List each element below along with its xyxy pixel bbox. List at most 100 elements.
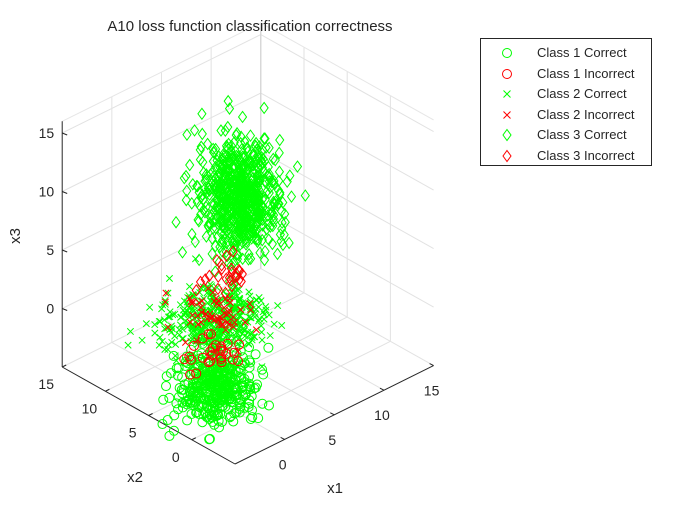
data-point xyxy=(224,363,235,374)
data-point xyxy=(166,308,174,316)
data-point xyxy=(246,300,254,308)
data-point xyxy=(216,357,227,368)
data-point xyxy=(203,329,214,340)
data-point xyxy=(275,187,285,201)
data-point xyxy=(177,245,188,259)
data-point xyxy=(218,321,226,329)
grid-line xyxy=(260,209,434,308)
data-point xyxy=(138,336,146,344)
data-point xyxy=(264,233,274,247)
data-point xyxy=(212,409,223,420)
data-point xyxy=(237,306,245,314)
data-point xyxy=(259,253,270,267)
data-point xyxy=(187,388,198,399)
data-point xyxy=(179,325,187,333)
data-point xyxy=(256,159,266,173)
y-tick-label: 10 xyxy=(82,400,98,416)
data-point xyxy=(255,303,263,311)
data-point xyxy=(198,297,206,305)
data-point xyxy=(162,289,170,297)
data-point xyxy=(164,392,175,403)
data-point xyxy=(228,245,238,258)
data-point xyxy=(275,186,285,199)
data-point xyxy=(262,169,273,182)
data-point xyxy=(156,333,164,341)
data-point xyxy=(156,317,164,326)
legend-item: Class 3 Correct xyxy=(481,125,651,145)
data-point xyxy=(231,318,239,326)
data-point xyxy=(256,154,266,167)
data-point xyxy=(239,191,249,205)
y-tick-label: 5 xyxy=(129,425,137,441)
data-point xyxy=(177,313,185,321)
data-point xyxy=(191,368,202,379)
data-point xyxy=(146,303,154,311)
data-point xyxy=(199,406,210,417)
data-point xyxy=(232,329,240,337)
data-point xyxy=(155,317,163,325)
data-point xyxy=(174,382,185,393)
data-point xyxy=(204,284,212,292)
data-point xyxy=(237,180,247,193)
x-tick xyxy=(280,436,285,440)
data-point xyxy=(231,210,241,224)
data-point xyxy=(165,274,174,282)
grid-line xyxy=(61,34,262,134)
data-point xyxy=(155,341,163,349)
data-point xyxy=(270,197,280,211)
data-point xyxy=(258,336,266,344)
data-point xyxy=(227,148,237,162)
data-point xyxy=(194,185,204,199)
legend-item: Class 2 Incorrect xyxy=(481,105,651,125)
x-marker-icon xyxy=(503,90,511,98)
data-point xyxy=(201,391,212,402)
data-point xyxy=(164,430,175,441)
data-point xyxy=(168,350,179,361)
data-point xyxy=(226,292,234,300)
data-point xyxy=(168,338,176,346)
data-point xyxy=(187,395,198,406)
data-point xyxy=(176,321,185,329)
data-point xyxy=(247,306,255,314)
data-point xyxy=(199,326,207,334)
data-point xyxy=(220,401,231,412)
data-point xyxy=(246,252,256,266)
data-point xyxy=(187,297,195,305)
z-tick-label: 15 xyxy=(39,125,55,141)
data-point xyxy=(229,323,237,331)
data-point xyxy=(245,340,253,348)
data-point xyxy=(213,230,223,244)
x-tick xyxy=(429,363,434,367)
data-point xyxy=(188,340,199,351)
y-tick xyxy=(61,364,67,368)
data-point xyxy=(214,181,224,195)
data-point xyxy=(205,356,216,367)
data-point xyxy=(266,331,274,340)
data-point xyxy=(189,124,200,137)
data-point xyxy=(151,321,159,329)
data-point xyxy=(245,357,256,368)
data-point xyxy=(235,175,245,189)
data-point xyxy=(175,331,183,339)
legend-label: Class 2 Correct xyxy=(537,86,627,101)
data-point xyxy=(252,171,263,185)
data-point xyxy=(285,169,295,182)
data-point xyxy=(223,404,234,415)
data-point xyxy=(216,124,226,137)
x-axis-label: x1 xyxy=(327,480,343,497)
data-point xyxy=(237,252,248,266)
data-point xyxy=(259,101,269,115)
data-point xyxy=(226,258,236,272)
data-point xyxy=(207,247,217,261)
axis-ticks: 0 5 10 15 0 5 10 15 0 5 10 15 xyxy=(38,125,439,472)
data-point xyxy=(235,294,243,302)
data-point xyxy=(187,197,197,210)
legend: Class 1 Correct Class 1 Incorrect Class … xyxy=(480,38,652,166)
data-point xyxy=(237,170,247,184)
data-point xyxy=(169,410,180,421)
data-point xyxy=(267,237,278,251)
data-point xyxy=(224,194,234,208)
legend-item: Class 2 Correct xyxy=(481,84,651,104)
data-point xyxy=(204,269,214,283)
